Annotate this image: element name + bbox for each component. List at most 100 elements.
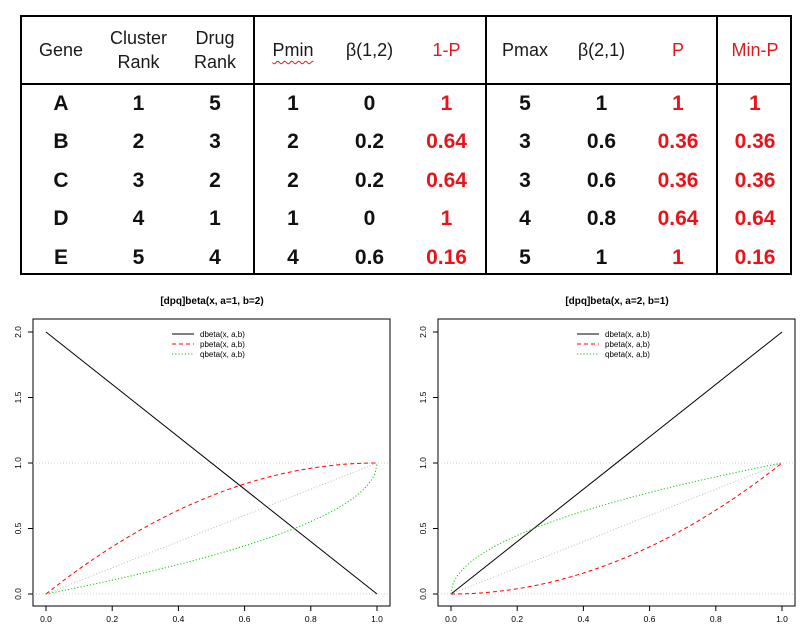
cell-beta21: 0.8 (586, 207, 617, 230)
cell-gene: E (53, 246, 68, 269)
cell-pmax: 3 (519, 169, 531, 192)
series-line-qbeta (450, 462, 783, 595)
chart-legend: dbeta(x, a,b)pbeta(x, a,b)qbeta(x, a,b) (172, 330, 245, 359)
cell-one-minus-p: 0.64 (426, 169, 467, 192)
y-tick-label: 0.5 (13, 522, 23, 534)
legend-label: pbeta(x, a,b) (200, 340, 245, 349)
cell-drug-rank: 4 (209, 246, 221, 269)
header-pmax: Pmax (501, 40, 548, 60)
header-pmin: Pmin (272, 40, 314, 60)
beta-a1-b2-chart: [dpq]beta(x, a=1, b=2) 0.0 0.2 0.4 0.6 0.8 1.… (13, 296, 391, 624)
cell-min-p: 1 (749, 92, 761, 115)
cell-gene: C (53, 169, 69, 192)
cell-p: 0.36 (657, 130, 699, 153)
cell-min-p: 0.36 (734, 169, 776, 192)
cell-beta21: 0.6 (586, 169, 617, 192)
x-tick-label: 0.6 (644, 614, 656, 624)
header-gene: Gene (38, 40, 84, 60)
cell-cluster-rank: 5 (132, 246, 145, 269)
y-tick-label: 1.0 (13, 457, 23, 469)
cell-pmin: 1 (287, 92, 299, 115)
cell-pmin: 1 (287, 207, 299, 230)
cell-beta12: 0 (363, 207, 376, 230)
cell-min-p: 0.36 (734, 130, 776, 153)
cell-drug-rank: 1 (209, 207, 221, 230)
y-tick-label: 1.5 (418, 391, 428, 403)
cell-beta12: 0 (363, 92, 376, 115)
cell-pmax: 5 (519, 92, 531, 115)
cell-one-minus-p: 0.16 (426, 246, 467, 269)
header-beta12: β(1,2) (345, 40, 394, 60)
chart-marks (33, 331, 390, 595)
x-tick-label: 1.0 (371, 614, 383, 624)
cell-p: 1 (672, 246, 684, 269)
cell-pmin: 2 (287, 130, 299, 153)
cell-gene: A (53, 92, 69, 115)
header-min-p: Min-P (731, 40, 779, 60)
legend-label: pbeta(x, a,b) (605, 340, 650, 349)
cell-min-p: 0.16 (734, 246, 776, 269)
legend-label: qbeta(x, a,b) (200, 350, 245, 359)
cell-gene: B (53, 130, 69, 153)
cell-drug-rank: 2 (209, 169, 221, 192)
beta-a2-b1-chart: [dpq]beta(x, a=2, b=1) 0.0 0.2 0.4 0.6 0.8 1.… (418, 296, 796, 624)
x-tick-label: 0.4 (577, 614, 589, 624)
series-line-pbeta (451, 462, 783, 595)
legend-label: qbeta(x, a,b) (605, 350, 650, 359)
legend-label: dbeta(x, a,b) (200, 330, 245, 339)
header-one-minus-p: 1-P (432, 40, 461, 60)
y-tick-label: 0.0 (13, 588, 23, 600)
cell-drug-rank: 5 (209, 92, 221, 115)
legend-label: dbeta(x, a,b) (605, 330, 650, 339)
header-divider (22, 83, 790, 85)
x-tick-label: 0.2 (511, 614, 523, 624)
series-line-qbeta (45, 462, 378, 595)
column-divider (716, 17, 718, 273)
cell-pmin: 2 (287, 169, 299, 192)
diagonal-line (450, 462, 783, 595)
x-tick-label: 0.6 (239, 614, 251, 624)
cell-pmax: 4 (519, 207, 531, 230)
cell-p: 0.36 (657, 169, 699, 192)
x-tick-label: 0.8 (710, 614, 722, 624)
cell-one-minus-p: 1 (440, 92, 453, 115)
cell-pmax: 5 (519, 246, 531, 269)
cell-cluster-rank: 1 (132, 92, 145, 115)
cell-pmax: 3 (519, 130, 531, 153)
series-line-dbeta (45, 331, 378, 595)
y-tick-label: 1.0 (418, 457, 428, 469)
cell-pmin: 4 (287, 246, 299, 269)
header-p: P (671, 40, 684, 60)
cell-p: 0.64 (657, 207, 699, 230)
cell-min-p: 0.64 (734, 207, 776, 230)
cell-one-minus-p: 0.64 (426, 130, 467, 153)
axis-ticks: 0.0 0.2 0.4 0.6 0.8 1.0 0.0 0.5 1.0 1.5 2.0 (13, 326, 383, 624)
column-divider (253, 17, 255, 273)
x-tick-label: 0.4 (172, 614, 184, 624)
column-divider (485, 17, 487, 273)
header-cluster-rank: Cluster Rank (109, 28, 167, 72)
y-tick-label: 1.5 (13, 391, 23, 403)
x-tick-label: 1.0 (776, 614, 788, 624)
chart-title: [dpq]beta(x, a=2, b=1) (565, 296, 668, 307)
cell-cluster-rank: 2 (132, 130, 145, 153)
axis-ticks: 0.0 0.2 0.4 0.6 0.8 1.0 0.0 0.5 1.0 1.5 2.0 (418, 326, 788, 624)
cell-cluster-rank: 4 (132, 207, 145, 230)
x-tick-label: 0.0 (445, 614, 457, 624)
x-tick-label: 0.8 (305, 614, 317, 624)
cell-p: 1 (672, 92, 684, 115)
cell-beta21: 1 (595, 92, 608, 115)
x-tick-label: 0.2 (106, 614, 118, 624)
chart-legend: dbeta(x, a,b)pbeta(x, a,b)qbeta(x, a,b) (577, 330, 650, 359)
cell-beta12: 0.2 (354, 130, 385, 153)
cell-beta12: 0.6 (354, 246, 385, 269)
y-tick-label: 0.5 (418, 522, 428, 534)
y-tick-label: 2.0 (13, 326, 23, 338)
cell-gene: D (53, 207, 69, 230)
x-tick-label: 0.0 (40, 614, 52, 624)
cell-cluster-rank: 3 (132, 169, 145, 192)
header-drug-rank: Drug Rank (193, 28, 237, 72)
diagonal-line (45, 462, 378, 595)
cell-drug-rank: 3 (209, 130, 221, 153)
cell-beta21: 1 (595, 246, 608, 269)
